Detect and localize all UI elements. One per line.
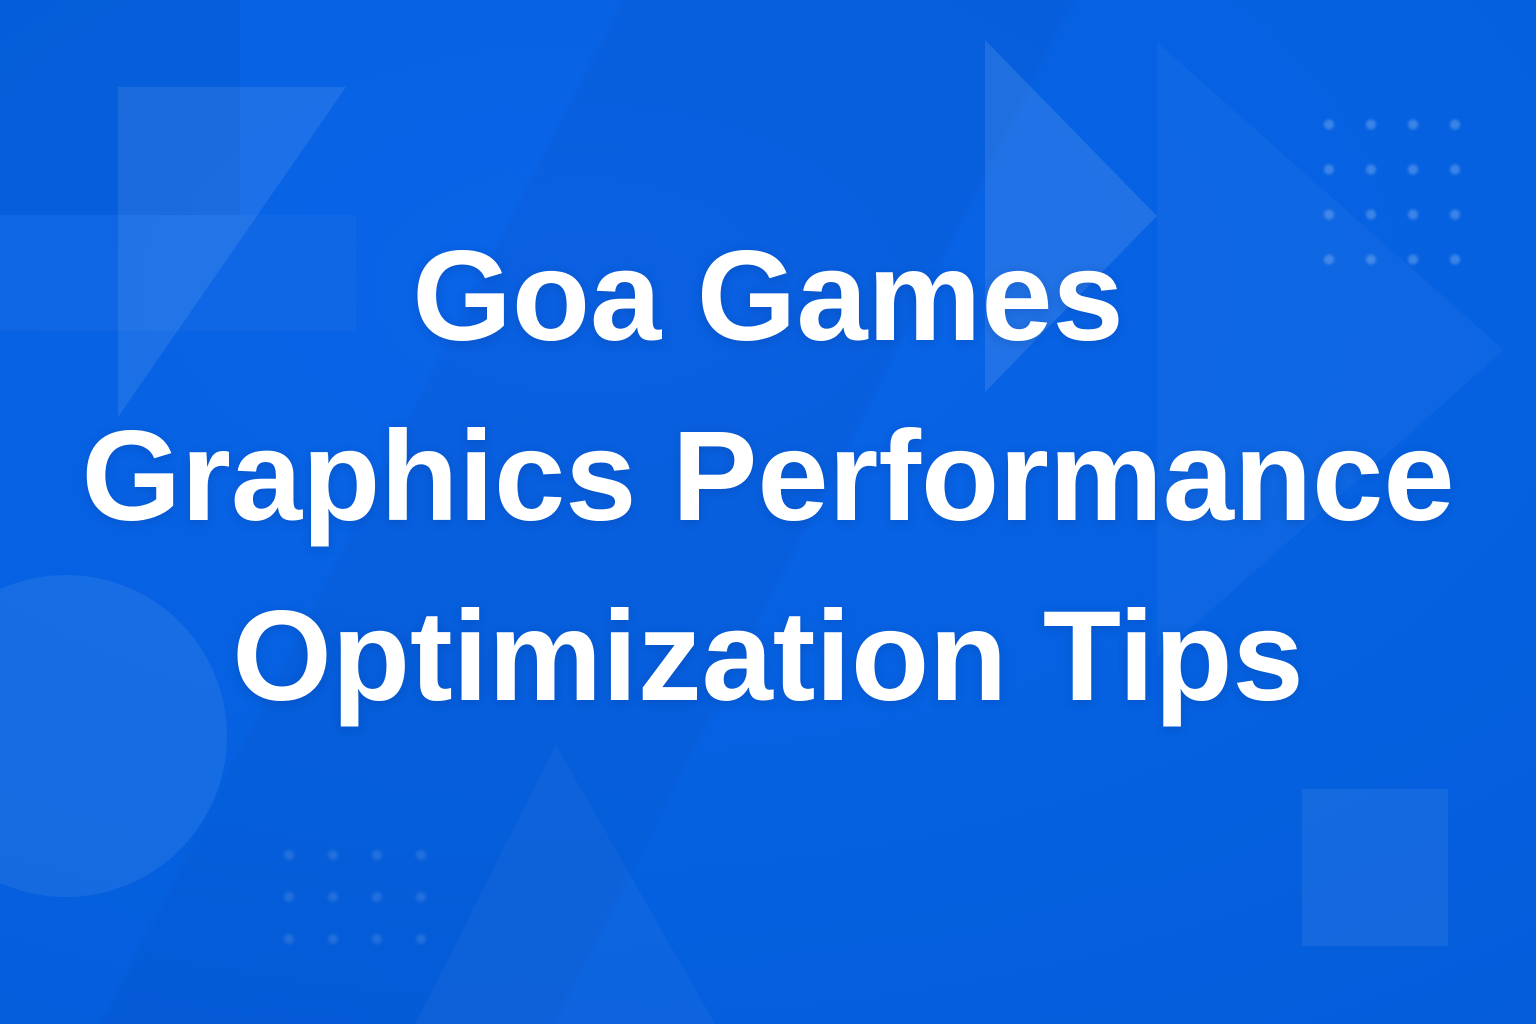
banner-title-line-1: Goa Games: [412, 225, 1124, 368]
banner-title-line-3: Optimization Tips: [232, 585, 1304, 728]
banner-title-line-2: Graphics Performance: [81, 405, 1455, 548]
